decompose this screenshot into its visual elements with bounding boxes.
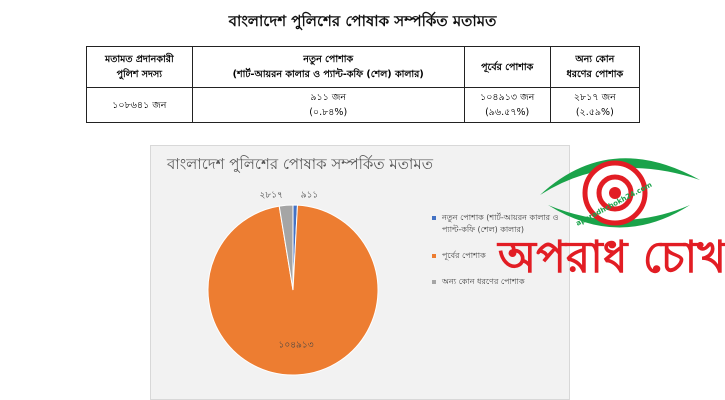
cell-text: নতুন পোশাক (303, 54, 354, 65)
pie-slice (278, 204, 294, 291)
cell: ২৮১৭ জন (২.৫৯%) (549, 87, 641, 123)
cell-text: ২৮১৭ জন (573, 92, 616, 103)
table-row: ১০৮৬৪১ জন ৯১১ জন (০.৮৪%) ১০৪৯১৩ জন (৯৬.৫৭%) ২… (86, 87, 641, 123)
cell-text: পুলিশ সদস্য (116, 69, 163, 80)
legend-item: নতুন পোশাক (শার্ট-আয়রন কালার ও প্যান্ট-… (432, 212, 572, 236)
chart-title: বাংলাদেশ পুলিশের পোষাক সম্পর্কিত মতামত (167, 155, 433, 173)
cell-text: মতামত প্রদানকারী (104, 54, 174, 65)
legend-swatch (432, 254, 436, 258)
data-label: ১০৪৯১৩ (279, 341, 314, 351)
table: মতামত প্রদানকারী পুলিশ সদস্য নতুন পোশাক (শা… (86, 46, 641, 123)
cell: ১০৪৯১৩ জন (৯৬.৫৭%) (463, 87, 551, 123)
cell-text: (শার্ট-আয়রন কালার ও প্যান্ট-কফি (শেল) ক… (232, 69, 424, 80)
legend-swatch (432, 280, 436, 284)
header-cell: মতামত প্রদানকারী পুলিশ সদস্য (86, 46, 193, 88)
header-cell: অন্য কোন ধরণের পোশাক (549, 46, 641, 88)
cell-text: (৯৬.৫৭%) (485, 107, 530, 118)
page-title: বাংলাদেশ পুলিশের পোষাক সম্পর্কিত মতামত (228, 12, 497, 30)
cell-text: পূর্বের পোশাক (481, 61, 534, 73)
data-label: ৯১১ (301, 190, 319, 200)
legend-label: অন্য কোন ধরণের পোশাক (442, 277, 525, 286)
legend-item: পূর্বের পোশাক (432, 250, 572, 262)
legend-swatch (432, 216, 436, 220)
legend-label: পূর্বের পোশাক (442, 251, 486, 260)
data-label: ২৮১৭ (260, 191, 283, 201)
cell-text: অন্য কোন (575, 54, 615, 65)
legend-item: অন্য কোন ধরণের পোশাক (432, 276, 572, 288)
header-cell: নতুন পোশাক (শার্ট-আয়রন কালার ও প্যান্ট-ক… (191, 46, 465, 88)
cell-text: ৯১১ জন (310, 92, 347, 103)
legend-label: নতুন পোশাক (শার্ট-আয়রন কালার ও প্যান্ট-… (442, 213, 559, 234)
cell-text: ধরণের পোশাক (566, 69, 624, 80)
legend: নতুন পোশাক (শার্ট-আয়রন কালার ও প্যান্ট-… (432, 212, 572, 302)
cell-text: ১০৮৬৪১ জন (112, 99, 167, 111)
cell-text: ১০৪৯১৩ জন (480, 92, 535, 103)
cell: ৯১১ জন (০.৮৪%) (191, 87, 465, 123)
cell-text: (০.৮৪%) (309, 107, 348, 118)
cell-text: (২.৫৯%) (575, 107, 614, 118)
